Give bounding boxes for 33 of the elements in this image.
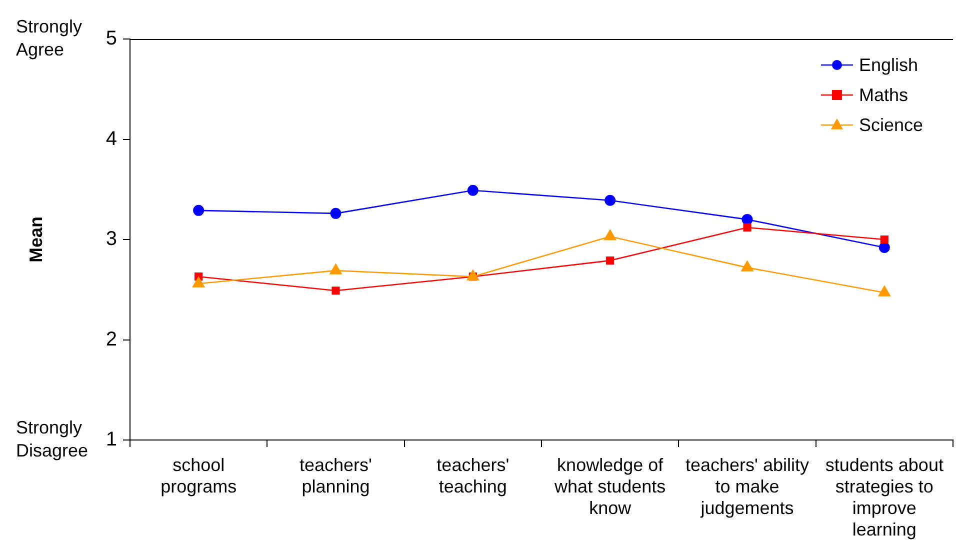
point — [741, 260, 754, 272]
x-tick-label: knowledge of what students know — [554, 454, 666, 518]
point — [606, 256, 614, 265]
x-tick-label: students about strategies to improve learning — [825, 454, 944, 540]
y-tick-label: 1 — [106, 428, 117, 451]
x-tick-label: school programs — [160, 454, 237, 496]
legend-label: English — [858, 54, 918, 75]
point — [604, 229, 616, 240]
y-tick-label: 2 — [106, 328, 117, 350]
y-tick-label: 4 — [106, 128, 117, 150]
point — [332, 286, 340, 295]
point — [604, 194, 616, 206]
point — [193, 204, 204, 216]
point — [330, 264, 342, 274]
point — [880, 235, 888, 244]
point — [467, 184, 478, 196]
text: Strongly Disagree — [16, 417, 88, 460]
point — [878, 286, 891, 296]
x-tick-label: teachers' ability to make judgements — [686, 454, 809, 518]
point — [192, 276, 205, 288]
y-tick-label: 5 — [106, 28, 117, 50]
legend-label: Maths — [858, 84, 908, 105]
text: Strongly Agree — [16, 16, 82, 60]
point — [742, 214, 753, 225]
point — [878, 242, 890, 254]
x-tick-label: teachers' teaching — [436, 454, 510, 496]
x-tick-label: teachers' planning — [300, 454, 372, 496]
point — [466, 270, 480, 280]
y-axis-title: Mean — [26, 216, 46, 263]
point — [743, 223, 752, 232]
legend-label: Science — [858, 114, 924, 135]
y-tick-label: 3 — [106, 228, 117, 250]
point — [330, 208, 342, 219]
